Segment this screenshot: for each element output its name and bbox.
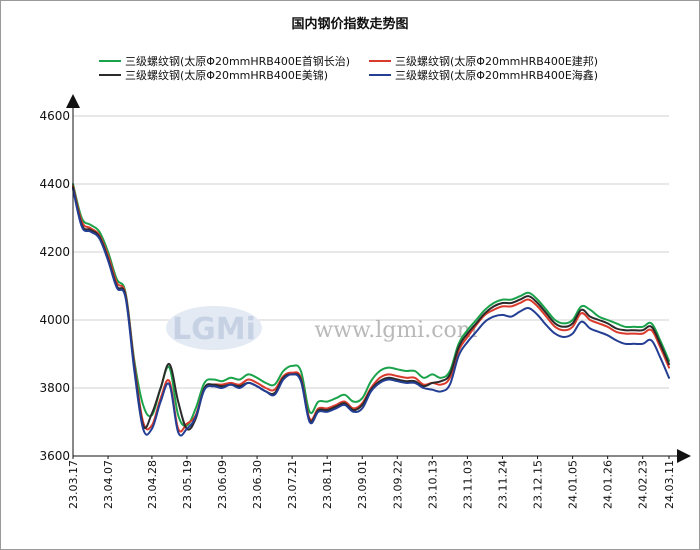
legend-label: 三级螺纹钢(太原Φ20mmHRB400E美锦): [125, 68, 328, 82]
x-tick-label: 24.01.05: [567, 460, 580, 509]
y-axis-ticks: 3600 3800 4000 4200 4400 4600: [39, 109, 70, 463]
y-axis-arrow: [66, 94, 80, 108]
series-line-1: [72, 183, 670, 427]
x-tick-label: 24.03.11: [663, 460, 676, 509]
x-tick-label: 23.11.03: [461, 460, 474, 509]
gridlines: [73, 115, 669, 389]
y-tick-label: 4400: [39, 177, 70, 191]
x-tick-label: 23.03.17: [67, 460, 80, 509]
y-tick-label: 3600: [39, 449, 70, 463]
x-tick-label: 23.12.15: [532, 460, 545, 509]
y-tick-label: 3800: [39, 381, 70, 395]
watermark-logo-ellipse: [166, 306, 262, 350]
series-lines: [72, 183, 670, 437]
x-axis-arrow: [677, 449, 691, 463]
x-tick-label: 23.06.09: [216, 460, 229, 509]
legend-label: 三级螺纹钢(太原Φ20mmHRB400E海鑫): [395, 68, 598, 82]
x-tick-label: 23.06.30: [251, 460, 264, 509]
x-tick-label: 23.07.21: [286, 460, 299, 509]
x-axis-ticks: 23.03.17 23.04.07 23.04.28 23.05.19 23.06.09…: [67, 456, 676, 509]
series-line-4: [72, 188, 670, 437]
x-tick-label: 23.09.22: [391, 460, 404, 509]
y-tick-label: 4200: [39, 245, 70, 259]
x-tick-label: 23.05.19: [181, 460, 194, 509]
chart-title: 国内钢价指数走势图: [291, 16, 408, 32]
legend: 三级螺纹钢(太原Φ20mmHRB400E首钢长治) 三级螺纹钢(太原Φ20mmHR…: [99, 54, 598, 82]
watermark-url: www.lgmi.com: [314, 318, 477, 343]
legend-label: 三级螺纹钢(太原Φ20mmHRB400E建邦): [395, 54, 598, 68]
x-tick-label: 24.02.23: [637, 460, 650, 509]
watermark: LGMi www.lgmi.com: [166, 306, 478, 350]
x-tick-label: 23.08.11: [321, 460, 334, 509]
x-tick-label: 23.09.01: [356, 460, 369, 509]
x-tick-label: 23.04.07: [102, 460, 115, 509]
y-tick-label: 4000: [39, 313, 70, 327]
x-tick-label: 23.11.24: [496, 460, 509, 509]
watermark-logo: LGMi: [172, 312, 256, 347]
axes: [66, 94, 691, 463]
legend-label: 三级螺纹钢(太原Φ20mmHRB400E首钢长治): [125, 54, 350, 68]
y-tick-label: 4600: [39, 109, 70, 123]
x-tick-label: 23.10.13: [426, 460, 439, 509]
x-tick-label: 23.04.28: [146, 460, 159, 509]
x-tick-label: 24.01.26: [602, 460, 615, 509]
